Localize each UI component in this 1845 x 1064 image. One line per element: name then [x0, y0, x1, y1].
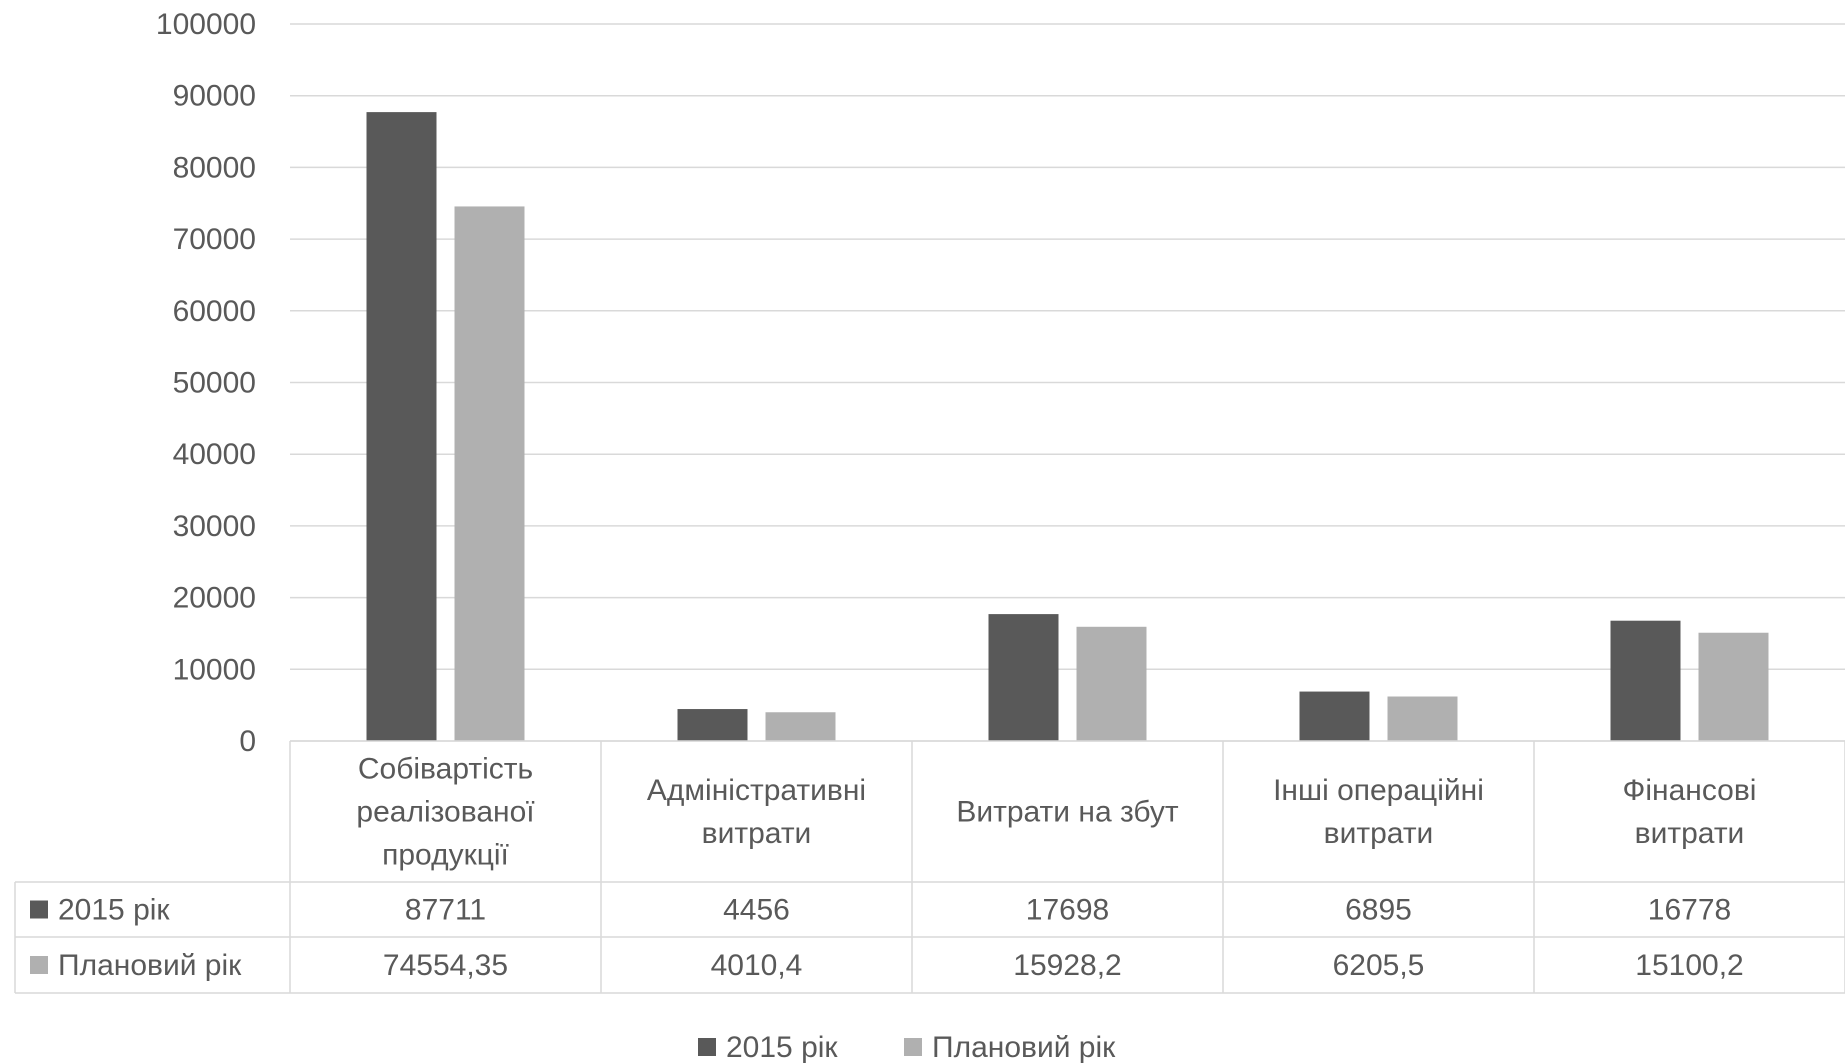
gridlines: [290, 23, 1845, 742]
y-tick-label: 100000: [156, 8, 256, 41]
y-tick-label: 30000: [173, 510, 256, 543]
category-label: витрати: [1635, 817, 1745, 850]
table-value: 74554,35: [383, 949, 508, 982]
category-label: Собівартість: [358, 753, 533, 786]
y-tick-label: 60000: [173, 295, 256, 328]
table-value: 17698: [1026, 894, 1109, 927]
y-tick-label: 10000: [173, 653, 256, 686]
bar-series2: [1698, 632, 1769, 741]
bar-series1: [988, 614, 1059, 741]
table-value: 4456: [723, 894, 790, 927]
bar-series2: [1076, 626, 1147, 741]
y-tick-label: 20000: [173, 582, 256, 615]
bar-series1: [1610, 620, 1681, 741]
category-label: витрати: [1324, 817, 1434, 850]
category-label: Інші операційні: [1273, 774, 1484, 807]
y-axis-tick-labels: 0 10000 20000 30000 40000 50000 60000 70000 8000…: [156, 8, 256, 758]
table-value: 87711: [405, 894, 486, 927]
category-label: реалізованої: [356, 796, 535, 829]
y-tick-label: 40000: [173, 438, 256, 471]
bar-series2: [454, 206, 525, 741]
table-value: 16778: [1648, 894, 1731, 927]
bar-series1: [366, 112, 437, 742]
bar-series1: [677, 709, 748, 741]
legend-key-swatch: [30, 956, 48, 974]
series-name: 2015 рік: [58, 894, 170, 927]
bar-series2: [765, 712, 836, 741]
category-label: Адміністративні: [647, 774, 866, 807]
table-value: 6895: [1345, 894, 1412, 927]
legend-key-swatch: [30, 900, 48, 919]
legend: 2015 рік Плановий рік: [698, 1031, 1116, 1064]
y-tick-label: 80000: [173, 151, 256, 184]
category-label: Витрати на збут: [956, 796, 1179, 829]
legend-swatch: [904, 1038, 922, 1056]
legend-label: Плановий рік: [932, 1031, 1116, 1064]
category-label: Фінансові: [1623, 774, 1757, 807]
y-tick-label: 70000: [173, 223, 256, 256]
table-value: 15100,2: [1635, 949, 1743, 982]
series-name: Плановий рік: [58, 949, 242, 982]
category-label: продукції: [382, 839, 509, 872]
category-label: витрати: [702, 817, 812, 850]
y-tick-label: 90000: [173, 80, 256, 113]
bar-series1: [1299, 691, 1370, 741]
table-value: 6205,5: [1333, 949, 1425, 982]
legend-swatch: [698, 1038, 716, 1056]
y-tick-label: 50000: [173, 367, 256, 400]
bars: [366, 112, 1769, 742]
y-tick-label: 0: [239, 725, 256, 758]
table-value: 4010,4: [711, 949, 803, 982]
data-table: Собівартість реалізованої продукції Адмініс…: [14, 740, 1845, 994]
bar-series2: [1387, 696, 1458, 741]
legend-label: 2015 рік: [726, 1031, 838, 1064]
table-value: 15928,2: [1013, 949, 1121, 982]
